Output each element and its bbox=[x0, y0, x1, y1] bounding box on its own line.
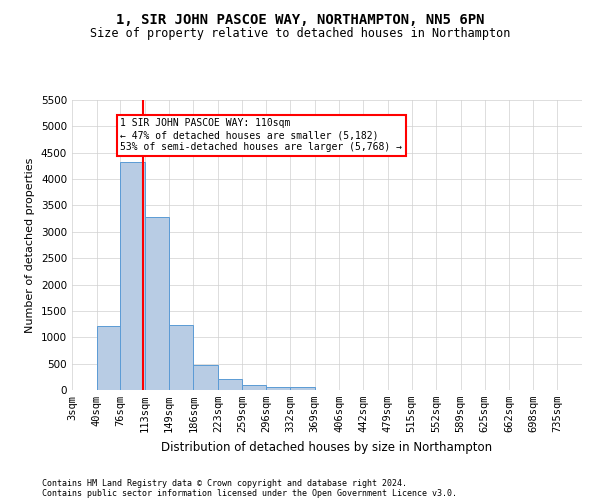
Text: 1, SIR JOHN PASCOE WAY, NORTHAMPTON, NN5 6PN: 1, SIR JOHN PASCOE WAY, NORTHAMPTON, NN5… bbox=[116, 12, 484, 26]
Bar bbox=[145, 217, 169, 390]
Bar bbox=[290, 388, 315, 390]
Bar bbox=[193, 365, 218, 390]
Text: Contains HM Land Registry data © Crown copyright and database right 2024.: Contains HM Land Registry data © Crown c… bbox=[42, 478, 407, 488]
Bar bbox=[266, 387, 291, 390]
Bar bbox=[218, 379, 242, 390]
Bar bbox=[121, 162, 145, 390]
X-axis label: Distribution of detached houses by size in Northampton: Distribution of detached houses by size … bbox=[161, 440, 493, 454]
Bar bbox=[169, 324, 193, 390]
Text: Contains public sector information licensed under the Open Government Licence v3: Contains public sector information licen… bbox=[42, 488, 457, 498]
Bar bbox=[97, 326, 121, 390]
Text: 1 SIR JOHN PASCOE WAY: 110sqm
← 47% of detached houses are smaller (5,182)
53% o: 1 SIR JOHN PASCOE WAY: 110sqm ← 47% of d… bbox=[121, 118, 403, 152]
Y-axis label: Number of detached properties: Number of detached properties bbox=[25, 158, 35, 332]
Bar bbox=[242, 386, 266, 390]
Text: Size of property relative to detached houses in Northampton: Size of property relative to detached ho… bbox=[90, 28, 510, 40]
